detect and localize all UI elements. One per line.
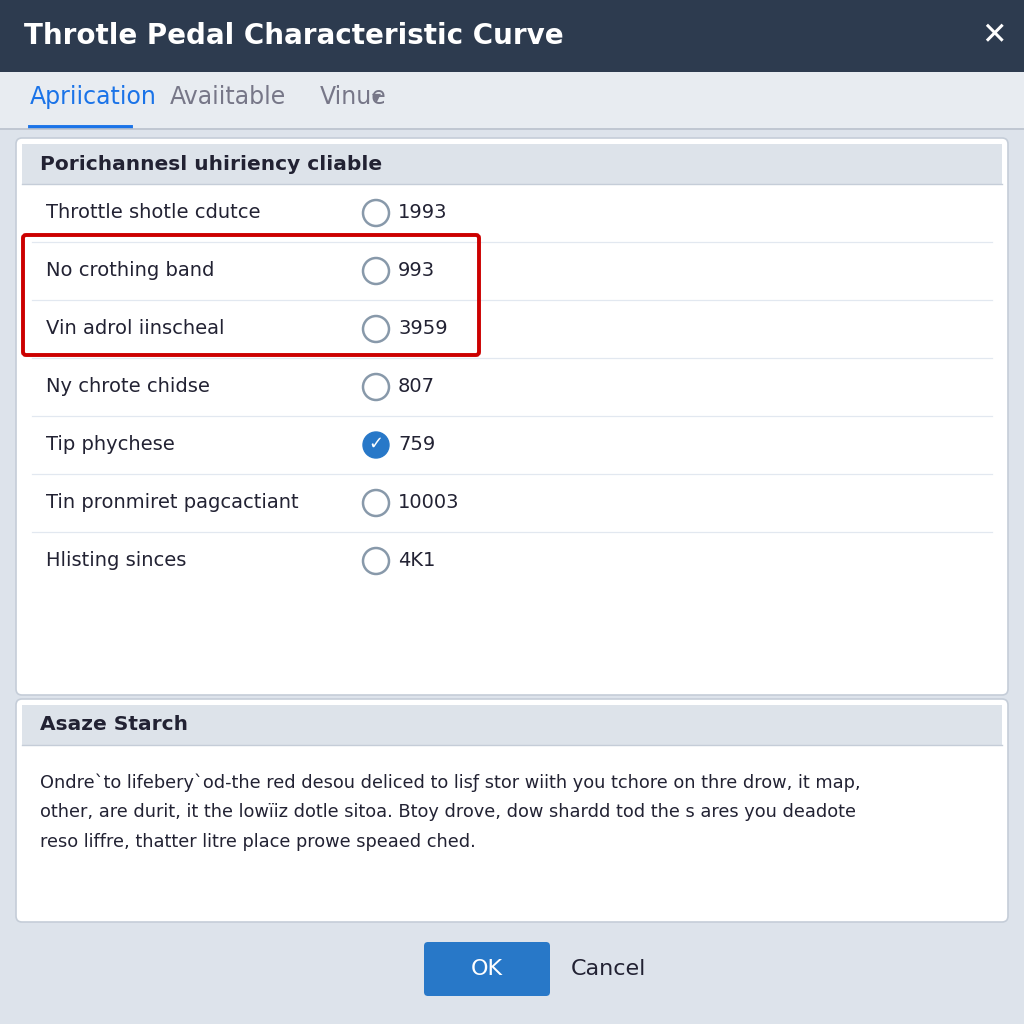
Text: OK: OK [471,959,503,979]
Text: reso liffre, thatter litre place prowe speaed ched.: reso liffre, thatter litre place prowe s… [40,833,476,851]
Bar [0,0,1024,72]
Text: No crothing band: No crothing band [46,261,214,281]
Text: ▾: ▾ [372,88,381,106]
FancyBboxPatch shape [424,942,550,996]
Text: Apriication: Apriication [30,85,157,109]
Bar [22,705,1002,745]
Text: Tin pronmiret pagcactiant: Tin pronmiret pagcactiant [46,494,299,512]
Text: Porichannesl uhiriency cliable: Porichannesl uhiriency cliable [40,155,382,173]
Text: Vin adrol iinscheal: Vin adrol iinscheal [46,319,224,339]
FancyBboxPatch shape [16,699,1008,922]
Bar [22,144,1002,184]
Text: ✕: ✕ [981,22,1007,50]
Text: 4K1: 4K1 [398,552,435,570]
Text: Asaze Starch: Asaze Starch [40,716,188,734]
Text: Tip phychese: Tip phychese [46,435,175,455]
Text: Throtle Pedal Characteristic Curve: Throtle Pedal Characteristic Curve [24,22,563,50]
Text: 807: 807 [398,378,435,396]
Text: Vinue: Vinue [319,85,387,109]
Circle shape [362,432,389,458]
Text: 1993: 1993 [398,204,447,222]
Text: 10003: 10003 [398,494,460,512]
Text: Ondre`to lifebery`od-the red desou deliced to lisƒ stor wiith you tchore on thre: Ondre`to lifebery`od-the red desou delic… [40,773,860,792]
Bar [0,72,1024,130]
Text: other, are durit, it the lowïiz dotle sitoa. Btoy drove, dow shardd tod the s ar: other, are durit, it the lowïiz dotle si… [40,803,856,821]
Text: Ny chrote chidse: Ny chrote chidse [46,378,210,396]
Text: Avaiitable: Avaiitable [170,85,287,109]
Text: Hlisting sinces: Hlisting sinces [46,552,186,570]
FancyBboxPatch shape [16,138,1008,695]
Text: ✓: ✓ [369,435,384,453]
Text: 993: 993 [398,261,435,281]
Text: 759: 759 [398,435,435,455]
Text: 3959: 3959 [398,319,447,339]
Text: Cancel: Cancel [570,959,646,979]
Text: Throttle shotle cdutce: Throttle shotle cdutce [46,204,260,222]
